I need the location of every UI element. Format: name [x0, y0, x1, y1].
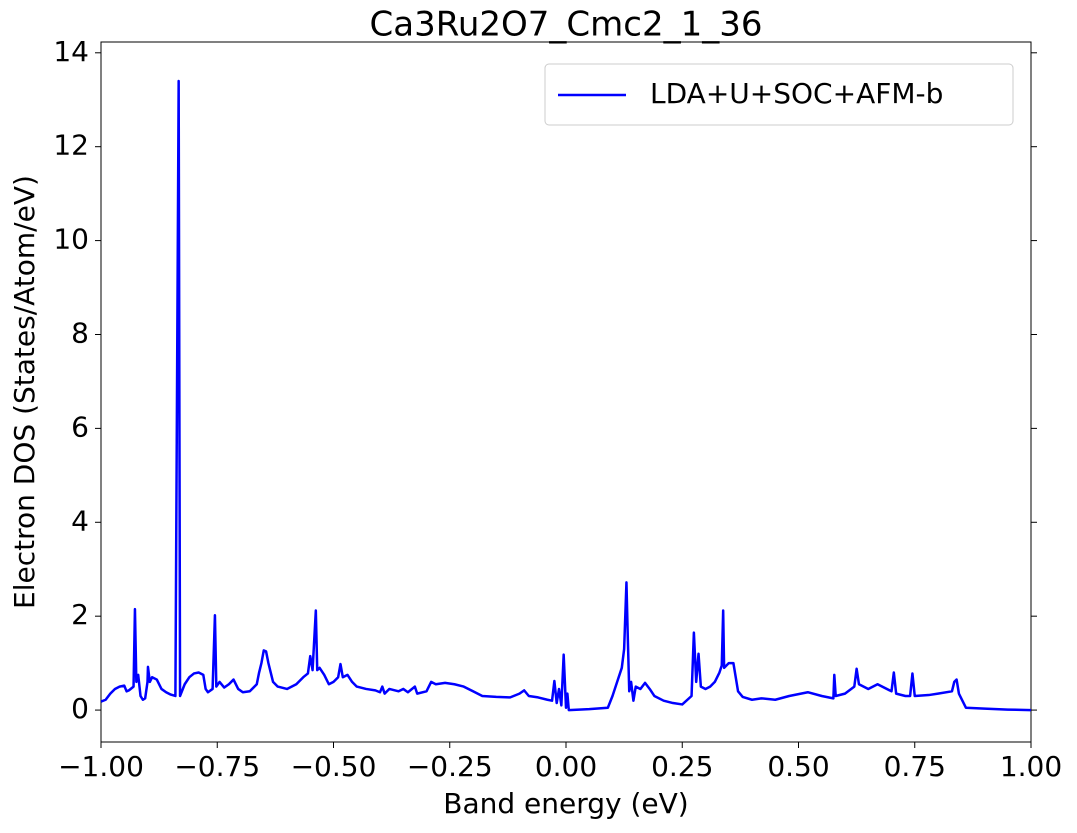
- y-tick-label: 6: [71, 410, 89, 443]
- x-tick-label: −0.50: [291, 750, 377, 783]
- y-tick-label: 4: [71, 504, 89, 537]
- x-axis-label: Band energy (eV): [443, 787, 688, 820]
- x-tick-label: −1.00: [58, 750, 144, 783]
- y-tick-label: 14: [53, 35, 89, 68]
- y-tick-label: 0: [71, 692, 89, 725]
- data-line: [101, 79, 1031, 712]
- x-tick-label: 1.00: [1000, 750, 1062, 783]
- x-tick-label: −0.75: [174, 750, 260, 783]
- y-tick-label: 2: [71, 598, 89, 631]
- x-tick-label: −0.25: [407, 750, 493, 783]
- x-tick-label: 0.75: [884, 750, 946, 783]
- x-tick-label: 0.25: [651, 750, 713, 783]
- legend-box: [544, 63, 1014, 126]
- legend-label: LDA+U+SOC+AFM-b: [650, 77, 943, 110]
- chart-title: Ca3Ru2O7_Cmc2_1_36: [370, 5, 763, 45]
- y-tick-label: 12: [53, 129, 89, 162]
- y-tick-label: 10: [53, 223, 89, 256]
- y-tick-label: 8: [71, 316, 89, 349]
- plot-frame: [100, 41, 1032, 743]
- x-tick-label: 0.00: [535, 750, 597, 783]
- x-tick-label: 0.50: [767, 750, 829, 783]
- y-axis-label: Electron DOS (States/Atom/eV): [8, 175, 41, 609]
- legend: LDA+U+SOC+AFM-b: [544, 63, 1014, 126]
